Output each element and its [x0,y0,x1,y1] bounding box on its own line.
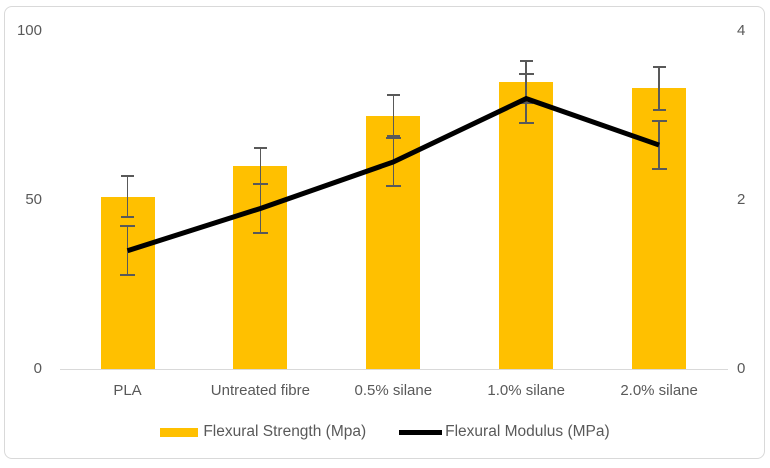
error-bar-part [658,119,660,171]
error-bar-part [518,73,534,76]
strength-error-bar [121,174,134,219]
left-axis-tick-label: 0 [33,360,42,377]
error-bar-part [519,59,533,62]
legend-strength-label: Flexural Strength (Mpa) [203,423,367,440]
left-axis-tick-label: 100 [16,22,42,39]
error-bar-part [252,183,268,186]
error-bar-part [120,274,135,277]
strength-error-bar [253,146,267,186]
legend-item-flexural-strength: Flexural Strength (Mpa) [160,423,366,441]
bar-1-0-silane [499,81,554,369]
legend-modulus-label: Flexural Modulus (MPa) [445,423,610,440]
error-bar-part [259,146,262,186]
error-bar-part [518,121,534,124]
legend-item-flexural-modulus: Flexural Modulus (MPa) [399,423,610,441]
error-bar-part [385,185,401,188]
error-bar-part [658,66,660,111]
strength-error-bar [386,93,400,138]
error-bar-part [651,168,667,171]
error-bar-part [120,225,135,228]
error-bar-part [126,174,129,219]
error-bar-part [252,231,268,234]
error-bar-part [525,73,527,124]
category-label: 2.0% silane [620,382,698,399]
right-axis-tick-label: 2 [737,191,746,208]
legend: Flexural Strength (Mpa) Flexural Modulus… [0,423,770,441]
category-label: PLA [113,382,142,399]
category-label: 0.5% silane [354,382,433,399]
x-axis-line [60,368,728,370]
error-bar-part [651,119,667,122]
error-bar-part [121,216,134,219]
modulus-error-bar [120,225,135,277]
modulus-error-bar [252,183,268,234]
error-bar-part [385,136,401,139]
category-label: Untreated fibre [210,382,310,399]
right-axis-tick-label: 4 [737,22,746,39]
error-bar-part [386,93,400,96]
error-bar-part [392,93,395,138]
strength-error-bar [652,66,666,111]
category-label: 1.0% silane [487,382,565,399]
error-bar-part [392,136,395,188]
left-axis-tick-label: 50 [25,191,42,208]
error-bar-part [253,146,267,149]
right-axis-tick-label: 0 [737,360,746,377]
error-bar-part [126,225,129,277]
modulus-error-bar [518,73,534,124]
error-bar-part [121,174,134,177]
error-bar-part [652,108,666,111]
error-bar-part [652,66,666,69]
legend-strength-swatch-icon [160,427,199,437]
bar-pla [100,196,155,369]
modulus-error-bar [385,136,401,188]
legend-modulus-line-swatch-icon [399,429,443,435]
modulus-error-bar [651,119,667,171]
error-bar-part [259,183,262,234]
